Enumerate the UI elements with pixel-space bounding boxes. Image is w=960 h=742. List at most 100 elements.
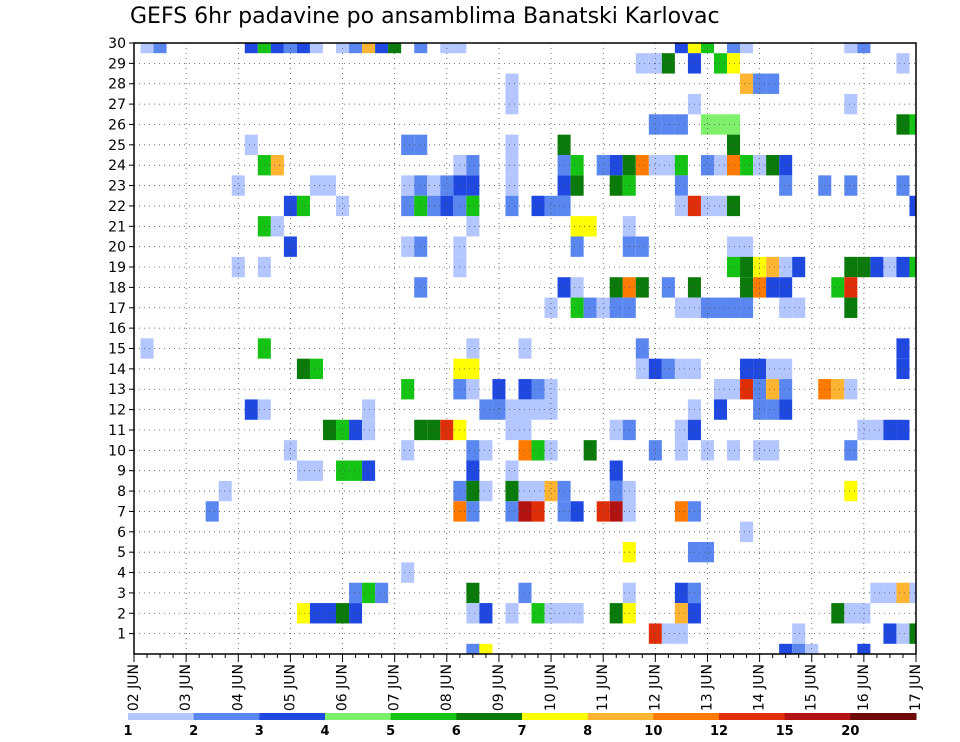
x-tick-label: 09 JUN: [491, 664, 507, 711]
data-cell: [831, 603, 845, 624]
data-cell: [674, 195, 688, 217]
data-cell: [727, 114, 741, 135]
data-cell: [427, 175, 441, 196]
y-tick-label: 10: [108, 443, 126, 459]
data-cell: [713, 155, 728, 176]
data-cell: [479, 399, 493, 420]
data-cell: [766, 358, 780, 380]
data-cell: [427, 419, 441, 441]
data-cell: [401, 134, 415, 156]
data-cell: [727, 297, 741, 318]
data-cell: [740, 256, 754, 278]
colorbar-legend: 1 2 3 4 5 6 7 8 10 12 15 20: [123, 713, 917, 739]
data-cell: [505, 460, 519, 481]
data-cell: [505, 501, 519, 522]
y-tick-label: 13: [108, 382, 126, 398]
data-cell: [766, 155, 780, 176]
data-cell: [466, 338, 480, 359]
data-cell: [896, 358, 910, 380]
data-cell: [570, 175, 584, 196]
x-tick-label: 14 JUN: [752, 664, 768, 711]
data-cell: [531, 440, 545, 461]
data-cell: [844, 93, 858, 115]
data-cell: [270, 155, 284, 176]
data-cell: [244, 43, 258, 54]
data-cell: [309, 175, 323, 196]
data-cell: [635, 53, 649, 74]
data-cell: [401, 236, 415, 257]
data-cell: [713, 53, 728, 74]
data-cell: [440, 175, 454, 196]
data-cell: [713, 379, 728, 400]
data-cell: [635, 358, 649, 380]
data-cell: [466, 175, 480, 196]
data-cell: [570, 236, 584, 257]
x-tick-label: 08 JUN: [439, 664, 455, 711]
data-cell: [244, 134, 258, 156]
data-cell: [453, 43, 467, 54]
data-cell: [740, 521, 754, 542]
y-tick-label: 24: [108, 158, 126, 174]
data-cell: [349, 43, 363, 54]
data-cell: [296, 195, 310, 217]
data-cell: [844, 440, 858, 461]
data-cell: [870, 582, 884, 604]
colorbar-swatch: [719, 713, 786, 720]
data-cell: [844, 379, 858, 400]
data-cell: [909, 582, 916, 604]
data-cell: [779, 297, 793, 318]
data-cell: [909, 195, 916, 217]
data-cell: [270, 216, 284, 237]
data-cell: [531, 399, 545, 420]
data-cell: [727, 43, 741, 54]
data-cell: [505, 155, 519, 176]
data-cell: [609, 480, 623, 502]
data-cell: [336, 419, 350, 441]
data-cell: [440, 419, 454, 441]
data-cell: [700, 114, 714, 135]
data-cell: [779, 379, 793, 400]
data-cell: [779, 175, 793, 196]
data-cell: [844, 480, 858, 502]
data-cell: [700, 155, 714, 176]
data-cell: [766, 256, 780, 278]
data-cells: [140, 43, 916, 654]
data-cell: [466, 480, 480, 502]
y-tick-label: 1: [117, 627, 126, 643]
data-cell: [596, 297, 610, 318]
y-tick-label: 2: [117, 606, 126, 622]
data-cell: [336, 460, 350, 481]
data-cell: [609, 419, 623, 441]
data-cell: [596, 155, 610, 176]
y-tick-label: 26: [108, 117, 126, 133]
data-cell: [740, 379, 754, 400]
data-cell: [740, 236, 754, 257]
data-cell: [727, 134, 741, 156]
data-cell: [401, 175, 415, 196]
data-cell: [609, 175, 623, 196]
data-cell: [296, 460, 310, 481]
data-cell: [857, 256, 871, 278]
data-cell: [140, 43, 154, 54]
data-cell: [674, 175, 688, 196]
data-cell: [466, 440, 480, 461]
colorbar-label: 2: [189, 724, 198, 739]
data-cell: [362, 419, 376, 441]
y-tick-label: 23: [108, 179, 126, 195]
data-cell: [531, 480, 545, 502]
y-tick-label: 7: [117, 504, 126, 520]
data-cell: [844, 43, 858, 54]
data-cell: [257, 43, 271, 54]
data-cell: [661, 155, 675, 176]
colorbar-label: 20: [841, 724, 859, 739]
data-cell: [401, 195, 415, 217]
data-cell: [844, 256, 858, 278]
data-cell: [466, 582, 480, 604]
data-cell: [844, 175, 858, 196]
chart-title: GEFS 6hr padavine po ansamblima Banatski…: [130, 4, 720, 29]
y-tick-label: 21: [108, 219, 126, 235]
colorbar-swatch: [193, 713, 260, 720]
data-cell: [727, 155, 741, 176]
y-tick-label: 14: [108, 362, 126, 378]
data-cell: [479, 643, 493, 654]
